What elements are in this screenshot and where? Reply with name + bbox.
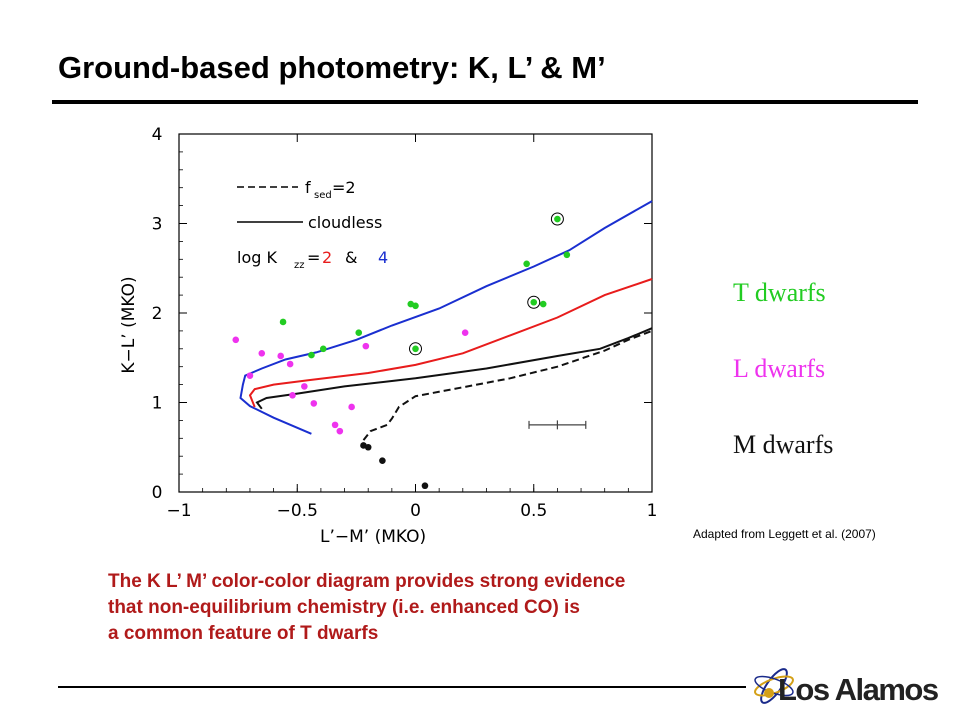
y-tick-label: 2 [152, 304, 163, 324]
data-point [258, 349, 266, 357]
data-point [308, 351, 315, 359]
circled-point-marker [527, 295, 541, 309]
label-m-dwarfs: M dwarfs [733, 430, 834, 459]
data-point [364, 443, 372, 451]
data-point [539, 300, 547, 308]
data-point [379, 457, 386, 464]
slide-title: Ground-based photometry: K, L’ & M’ [58, 50, 606, 85]
legend-logk-label: log K [237, 248, 277, 267]
caption-line-3: a common feature of T dwarfs [108, 623, 379, 644]
color-color-chart: −1 −0.5 0 0.5 1 0 1 2 3 4 L’−M’ (MKO) K−L’ (MKO) f se… [119, 125, 658, 547]
data-point [523, 260, 530, 268]
x-axis-label: L’−M’ (MKO) [320, 527, 426, 547]
x-tick-label: −0.5 [277, 501, 318, 521]
caption-line-1: The K L’ M’ color-color diagram provides… [108, 571, 626, 592]
y-axis-label: K−L’ (MKO) [119, 276, 139, 373]
data-point [563, 251, 571, 259]
legend-logk-amp: & [345, 248, 357, 267]
data-point [412, 345, 419, 353]
logo-text: Los Alamos [778, 672, 939, 707]
data-point [319, 345, 327, 353]
legend-logk-sub: zz [294, 260, 305, 271]
label-t-dwarfs: T dwarfs [733, 278, 826, 307]
title-underline [52, 100, 918, 104]
x-tick-label: 1 [647, 501, 658, 521]
footer-rule [58, 686, 746, 688]
legend-fsed-label: f [305, 178, 311, 197]
legend-logk-eq: = [307, 248, 320, 267]
x-tick-label: −1 [166, 501, 191, 521]
data-point [246, 372, 254, 379]
data-point [554, 215, 561, 223]
y-tick-label: 4 [152, 125, 163, 145]
model-curve [248, 278, 653, 408]
legend-fsed-sub: sed [314, 190, 332, 201]
source-credit: Adapted from Leggett et al. (2007) [693, 527, 876, 541]
circled-point-marker [550, 212, 564, 226]
data-point [232, 336, 240, 344]
data-point [279, 318, 287, 326]
data-point [421, 482, 429, 490]
data-point [310, 400, 318, 407]
data-point [286, 360, 294, 368]
data-point [362, 342, 370, 350]
legend-logk-val-4: 4 [378, 248, 388, 267]
data-point [461, 329, 469, 336]
legend-fsed-value: =2 [332, 178, 356, 197]
data-point [412, 302, 419, 310]
atom-icon [754, 668, 794, 704]
data-point [289, 392, 296, 399]
legend-cloudless-label: cloudless [308, 213, 382, 232]
legend-logk-val-2: 2 [322, 248, 332, 267]
los-alamos-logo: Los Alamos [752, 638, 952, 708]
caption: The K L’ M’ color-color diagram provides… [108, 569, 625, 647]
model-curve [239, 200, 653, 435]
data-point [277, 352, 284, 360]
circled-point-marker [409, 342, 422, 356]
data-point [348, 403, 355, 411]
model-curve [255, 327, 653, 410]
data-point [530, 298, 538, 306]
y-tick-label: 3 [152, 215, 163, 235]
y-tick-label: 0 [152, 483, 163, 503]
data-point [355, 329, 363, 336]
caption-line-2: that non-equilibrium chemistry (i.e. enh… [108, 597, 580, 618]
model-curve [362, 329, 653, 441]
label-l-dwarfs: L dwarfs [733, 354, 826, 383]
x-tick-label: 0.5 [520, 501, 547, 521]
x-tick-label: 0 [410, 501, 421, 521]
data-point [331, 421, 339, 429]
data-point [336, 427, 344, 435]
data-point [301, 383, 308, 390]
y-tick-label: 1 [152, 394, 163, 414]
